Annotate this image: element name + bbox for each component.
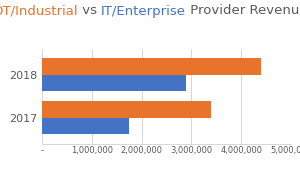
Text: Provider Revenue: Provider Revenue: [186, 5, 300, 18]
Text: IT/Enterprise: IT/Enterprise: [101, 5, 186, 18]
Bar: [42, 118, 129, 134]
Text: OT/Industrial: OT/Industrial: [0, 5, 78, 18]
Bar: [42, 75, 186, 91]
Bar: [42, 58, 261, 75]
Bar: [42, 101, 211, 118]
Text: vs: vs: [78, 5, 101, 18]
